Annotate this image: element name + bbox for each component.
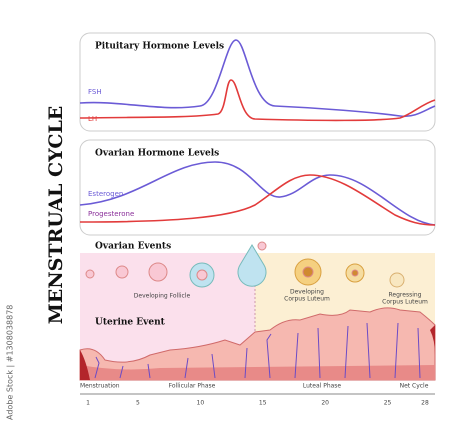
myometrium — [80, 365, 435, 380]
curve-label: LH — [88, 115, 97, 123]
day-ticks: 1 5 10 15 20 25 28 — [86, 400, 429, 407]
panel-title: Ovarian Hormone Levels — [95, 149, 219, 159]
stage-label: Developing — [290, 289, 324, 296]
day-label: 10 — [197, 400, 205, 407]
panel-title: Pituitary Hormone Levels — [95, 42, 224, 52]
panel — [79, 32, 436, 132]
day-label: 1 — [86, 400, 90, 407]
vessels — [94, 322, 421, 379]
watermark: Adobe Stock | #1308038878 — [6, 305, 15, 420]
phase-label: Luteal Phase — [303, 383, 342, 390]
day-label: 28 — [421, 400, 429, 407]
day-label: 15 — [259, 400, 267, 407]
curve-label: Progesterone — [88, 210, 134, 218]
lh-curve — [79, 79, 436, 122]
phase-label: Menstruation — [80, 383, 120, 390]
phase-label: Net Cycle — [400, 383, 429, 390]
panel — [79, 139, 436, 236]
phase-label: Follicular Phase — [169, 383, 216, 390]
section-title: Ovarian Events — [95, 242, 171, 252]
progesterone-curve — [79, 174, 436, 226]
stage-label: Developing Follicle — [134, 293, 191, 300]
curve-label: FSH — [88, 88, 102, 96]
stage-label: Corpus Luteum — [284, 296, 330, 303]
follicles — [85, 241, 405, 288]
section-title: Uterine Event — [95, 318, 166, 328]
main-title: MENSTRUAL CYCLE — [45, 106, 67, 325]
stage-label: Corpus Luteum — [382, 299, 428, 306]
estrogen-curve — [79, 161, 436, 226]
day-label: 20 — [321, 400, 329, 407]
fsh-curve — [79, 39, 436, 118]
stage-label: Regressing — [389, 292, 422, 299]
day-label: 5 — [136, 400, 140, 407]
day-label: 25 — [384, 400, 392, 407]
curve-label: Esterogen — [88, 190, 123, 198]
